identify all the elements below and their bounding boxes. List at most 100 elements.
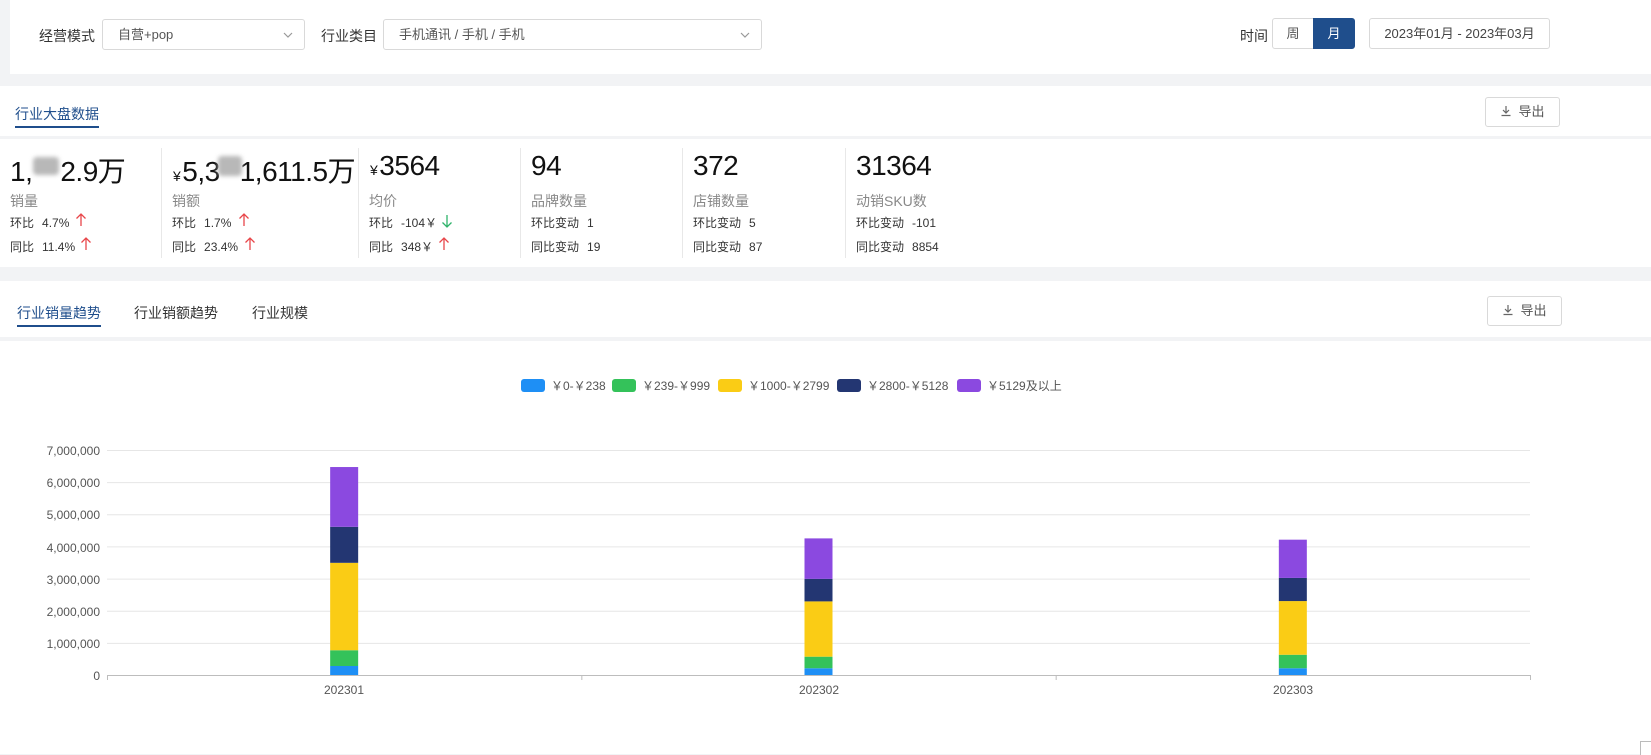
week-toggle[interactable]: 周 [1272, 18, 1314, 49]
yoy-label: 同比 [172, 240, 197, 254]
avg-price-label: 均价 [369, 193, 397, 209]
tab-sales-volume-trend[interactable]: 行业销量趋势 [17, 303, 101, 327]
legend-swatch [521, 379, 545, 392]
yoy-value: 8854 [912, 240, 939, 254]
bar-segment [330, 467, 359, 527]
sales-volume-yoy: 同比 11.4% [10, 238, 75, 255]
metric-divider [358, 148, 359, 258]
overview-export-button[interactable]: 导出 [1485, 97, 1560, 127]
shop-count-mom: 环比变动 5 [693, 214, 756, 231]
tab-overview[interactable]: 行业大盘数据 [15, 104, 99, 128]
bar-segment [330, 562, 359, 651]
y-tick-label: 2,000,000 [46, 605, 100, 619]
legend-item[interactable]: ￥1000-￥2799 [718, 377, 829, 394]
mom-value: -101 [912, 216, 937, 230]
bar-segment [1278, 577, 1307, 602]
arrow-up-icon [81, 237, 91, 250]
tab-sales-amount-trend[interactable]: 行业销额趋势 [134, 305, 218, 321]
bar-segment [804, 656, 833, 669]
x-tick-label: 202302 [798, 683, 840, 697]
category-label: 行业类目 [321, 28, 377, 44]
yoy-value: 348￥ [401, 240, 434, 254]
mode-label: 经营模式 [39, 28, 95, 44]
sales-amount-mom: 环比 1.7% [172, 214, 231, 231]
trend-export-button[interactable]: 导出 [1487, 296, 1562, 326]
legend-item[interactable]: ￥239-￥999 [612, 377, 710, 394]
mode-select[interactable]: 自营+pop [102, 19, 305, 50]
mom-label: 环比 [10, 216, 35, 230]
redacted-mask [33, 157, 59, 175]
avg-price-yoy: 同比 348￥ [369, 238, 433, 255]
legend-label: ￥5129及以上 [987, 379, 1062, 393]
download-icon [1501, 106, 1511, 117]
sku-count-label: 动销SKU数 [856, 193, 927, 209]
mom-value: 5 [749, 216, 756, 230]
sales-volume-value-suffix: 2.9万 [60, 156, 126, 187]
x-tick-label: 202303 [1272, 683, 1314, 697]
sku-count-yoy: 同比变动 8854 [856, 238, 939, 255]
avg-price-number: 3564 [379, 150, 440, 181]
yoy-label: 同比变动 [856, 240, 905, 254]
overview-header-panel [0, 86, 1651, 136]
chevron-down-icon [740, 32, 750, 38]
mom-value: 4.7% [42, 216, 70, 230]
y-tick-label: 0 [93, 669, 100, 683]
y-tick-label: 3,000,000 [46, 573, 100, 587]
bar-segment [804, 538, 833, 579]
category-select-value: 手机通讯 / 手机 / 手机 [399, 27, 525, 42]
legend-item[interactable]: ￥2800-￥5128 [837, 377, 948, 394]
download-icon [1503, 305, 1513, 316]
y-tick-label: 1,000,000 [46, 637, 100, 651]
legend-swatch [718, 379, 742, 392]
tab-industry-scale[interactable]: 行业规模 [252, 305, 308, 321]
yoy-label: 同比变动 [531, 240, 580, 254]
sku-count-value: 31364 [856, 150, 932, 181]
resize-handle[interactable] [1640, 741, 1651, 755]
arrow-up-icon [76, 213, 86, 226]
y-tick-label: 4,000,000 [46, 541, 100, 555]
legend-label: ￥1000-￥2799 [748, 379, 830, 393]
sales-volume-mom: 环比 4.7% [10, 214, 69, 231]
yoy-value: 87 [749, 240, 763, 254]
legend-item[interactable]: ￥0-￥238 [521, 377, 606, 394]
redacted-mask [218, 156, 242, 176]
legend-item[interactable]: ￥5129及以上 [957, 377, 1062, 394]
sales-amount-value-suffix: 1,611.5万 [239, 156, 356, 187]
sales-volume-value-prefix: 1, [10, 156, 33, 187]
date-range-picker[interactable]: 2023年01月 - 2023年03月 [1369, 18, 1550, 49]
bar-segment [330, 666, 359, 675]
mom-label: 环比 [369, 216, 394, 230]
shop-count-yoy: 同比变动 87 [693, 238, 762, 255]
legend-label: ￥239-￥999 [642, 379, 711, 393]
mom-label: 环比变动 [693, 216, 742, 230]
legend-label: ￥0-￥238 [551, 379, 606, 393]
metric-divider [161, 148, 162, 258]
mom-label: 环比变动 [856, 216, 905, 230]
arrow-up-icon [439, 237, 449, 250]
mom-value: 1.7% [204, 216, 232, 230]
brand-count-value: 94 [531, 150, 562, 181]
bar-segment [1278, 654, 1307, 669]
bar-segment [330, 650, 359, 666]
metric-divider [682, 148, 683, 258]
metric-divider [520, 148, 521, 258]
avg-price-mom: 环比 -104￥ [369, 214, 437, 231]
avg-price-value: ¥3564 [370, 150, 440, 182]
sales-amount-value-prefix: 5,3 [182, 156, 220, 187]
category-select[interactable]: 手机通讯 / 手机 / 手机 [383, 19, 762, 50]
arrow-up-icon [245, 237, 255, 250]
arrow-down-icon [442, 215, 452, 228]
sales-amount-yoy: 同比 23.4% [172, 238, 238, 255]
arrow-up-icon [239, 213, 249, 226]
bar-segment [804, 668, 833, 675]
export-label: 导出 [1520, 303, 1547, 318]
y-tick-label: 5,000,000 [46, 508, 100, 522]
month-toggle[interactable]: 月 [1313, 18, 1355, 49]
currency-symbol: ¥ [173, 168, 181, 184]
sales-amount-label: 销额 [172, 193, 200, 209]
overview-metrics-panel [0, 139, 1651, 267]
sales-amount-value: ¥5,3 1,611.5万 [173, 150, 356, 190]
bar-segment [804, 601, 833, 657]
sku-count-mom: 环比变动 -101 [856, 214, 936, 231]
